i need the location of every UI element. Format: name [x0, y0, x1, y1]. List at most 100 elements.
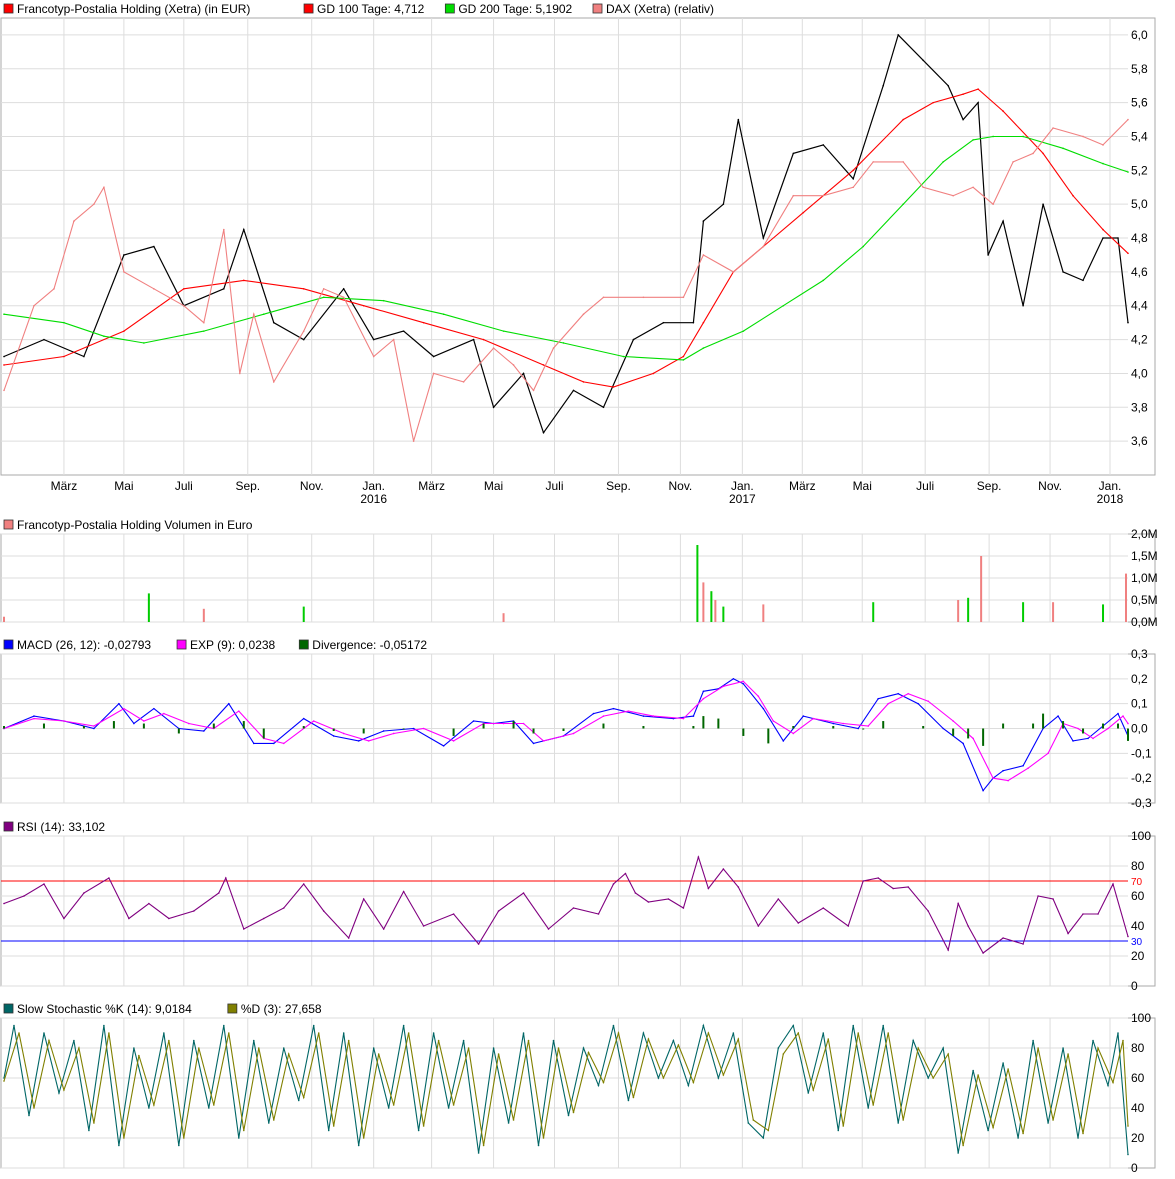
- legend-label: GD 200 Tage: 5,1902: [458, 2, 572, 16]
- data-point: [642, 1032, 645, 1034]
- data-point: [322, 288, 325, 290]
- data-point: [33, 1107, 35, 1109]
- y-tick-label: 4,0: [1131, 366, 1148, 380]
- data-point: [1102, 228, 1104, 231]
- bar-mark: [482, 723, 485, 729]
- bar-mark: [714, 600, 717, 622]
- data-point: [33, 717, 35, 720]
- data-point: [917, 702, 919, 705]
- data-point: [957, 1152, 959, 1154]
- y-tick-label: 0: [1131, 979, 1138, 993]
- data-point: [402, 1024, 405, 1027]
- y-tick-label: 40: [1131, 919, 1145, 933]
- data-point: [1107, 1084, 1109, 1087]
- data-point: [153, 707, 155, 710]
- data-point: [223, 288, 225, 290]
- data-point: [43, 338, 45, 341]
- panel-frame: [0, 835, 1156, 987]
- y-tick-label: 60: [1131, 1071, 1145, 1085]
- data-point: [702, 1024, 705, 1027]
- data-point: [3, 1080, 5, 1082]
- data-point: [123, 271, 125, 273]
- data-point: [372, 338, 375, 341]
- data-point: [482, 1144, 485, 1147]
- data-point: [602, 296, 605, 299]
- data-point: [1102, 237, 1104, 239]
- bar-mark: [332, 728, 335, 731]
- data-point: [188, 722, 190, 725]
- y-tick-label: 0,0M: [1131, 615, 1158, 629]
- data-point: [567, 1114, 570, 1117]
- bar-mark: [1125, 573, 1128, 622]
- data-point: [83, 892, 85, 894]
- y-tick-label: 80: [1131, 859, 1145, 873]
- data-point: [203, 730, 205, 732]
- panel-price: 3,6 3,8 4,0 4,2 4,4 4,6 4,8 5,0 5,2 5,4 5,6 5,8 6,0 F…: [0, 2, 1156, 506]
- data-point: [178, 1144, 180, 1147]
- bar-mark: [512, 721, 515, 729]
- data-point: [977, 88, 979, 90]
- bar-mark: [710, 591, 713, 622]
- data-point: [602, 715, 605, 717]
- data-point: [542, 364, 545, 366]
- data-point: [1042, 152, 1044, 155]
- data-point: [223, 228, 225, 231]
- data-point: [647, 1038, 650, 1040]
- legend-swatch: [298, 639, 309, 650]
- y-tick-label: 3,8: [1131, 400, 1148, 414]
- data-point: [707, 887, 710, 890]
- x-tick-label: Mai: [114, 479, 133, 493]
- data-point: [118, 1144, 120, 1147]
- y-tick-label: 20: [1131, 1131, 1145, 1145]
- data-point: [702, 254, 705, 256]
- data-point: [213, 1104, 215, 1106]
- data-point: [662, 1077, 665, 1079]
- x-tick-label: Sep.: [606, 479, 631, 493]
- data-point: [822, 194, 825, 197]
- data-point: [78, 1047, 80, 1049]
- data-point: [382, 299, 385, 302]
- data-point: [242, 928, 245, 930]
- data-point: [108, 877, 110, 879]
- data-point: [225, 877, 227, 879]
- data-point: [302, 717, 305, 720]
- data-point: [282, 742, 285, 745]
- x-tick-label: Nov.: [668, 479, 692, 493]
- data-point: [238, 372, 241, 375]
- data-point: [392, 338, 395, 341]
- data-point: [1002, 937, 1004, 939]
- data-point: [802, 211, 805, 214]
- y-tick-label: 5,2: [1131, 163, 1148, 177]
- data-point: [857, 1032, 860, 1034]
- bar-mark: [702, 716, 705, 729]
- bar-mark: [1102, 723, 1105, 729]
- data-point: [742, 330, 745, 332]
- data-point: [747, 1122, 750, 1124]
- data-point: [407, 1032, 410, 1034]
- data-point: [737, 1038, 740, 1040]
- data-point: [827, 1038, 830, 1040]
- data-point: [302, 330, 305, 332]
- x-tick-label: Mai: [484, 479, 503, 493]
- data-point: [357, 1144, 360, 1147]
- data-point: [617, 1032, 620, 1034]
- data-point: [367, 740, 370, 742]
- data-point: [23, 895, 25, 897]
- data-point: [502, 722, 505, 725]
- data-point: [1022, 304, 1024, 307]
- data-point: [687, 1084, 690, 1087]
- series-line: [3, 88, 1129, 388]
- bar-mark: [1127, 728, 1129, 741]
- x-tick-label: Mai: [853, 479, 872, 493]
- data-point: [807, 1092, 810, 1094]
- data-point: [272, 381, 275, 383]
- data-point: [63, 321, 65, 324]
- legend-label: %D (3): 27,658: [241, 1002, 322, 1016]
- x-year-label: 2017: [729, 492, 756, 506]
- y-tick-label: 1,5M: [1131, 549, 1158, 563]
- data-point: [942, 1047, 944, 1049]
- data-point: [198, 1047, 200, 1049]
- bar-mark: [502, 613, 505, 622]
